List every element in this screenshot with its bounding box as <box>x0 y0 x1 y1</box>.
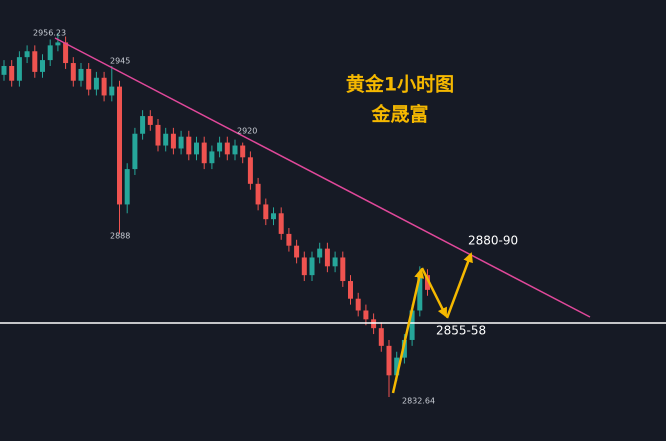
body <box>101 77 107 96</box>
body <box>425 275 430 290</box>
candles <box>1 32 430 397</box>
body <box>386 345 392 376</box>
body <box>394 357 400 376</box>
body <box>247 157 253 184</box>
body <box>47 45 53 61</box>
body <box>271 213 276 220</box>
price-label: 2832.64 <box>402 397 435 406</box>
body <box>32 51 38 72</box>
body <box>163 133 169 146</box>
body <box>140 116 146 134</box>
body <box>217 142 223 152</box>
body <box>324 248 330 267</box>
body <box>132 133 138 170</box>
body <box>278 213 284 234</box>
body <box>1 65 7 75</box>
body <box>170 133 176 149</box>
body <box>294 245 300 258</box>
body <box>117 86 122 205</box>
body <box>16 57 22 81</box>
arrow <box>420 267 448 318</box>
body <box>224 142 230 155</box>
body <box>78 68 84 81</box>
subtitle: 金晟富 <box>370 103 428 126</box>
body <box>194 142 199 155</box>
body <box>255 183 261 205</box>
body <box>9 65 15 81</box>
body <box>378 328 384 346</box>
arrows <box>391 252 473 394</box>
body <box>55 42 61 46</box>
price-label: 2956.23 <box>33 29 66 38</box>
body <box>70 63 76 81</box>
body <box>178 136 184 149</box>
body <box>201 142 207 164</box>
price-label: 2888 <box>110 232 130 241</box>
body <box>240 145 246 158</box>
body <box>340 257 346 282</box>
body <box>40 60 45 72</box>
body <box>147 116 153 125</box>
body <box>309 257 315 276</box>
body <box>409 310 415 340</box>
body <box>363 310 369 320</box>
arrow <box>445 252 473 319</box>
body <box>401 339 407 358</box>
price-label: 2920 <box>237 127 257 136</box>
body <box>24 51 30 58</box>
body <box>209 151 215 164</box>
body <box>317 248 323 258</box>
body <box>155 124 161 146</box>
body <box>371 319 377 329</box>
body <box>301 257 307 276</box>
level-label: 2855-58 <box>436 324 486 338</box>
body <box>86 68 92 90</box>
body <box>109 86 115 96</box>
body <box>332 257 338 267</box>
arrow <box>391 268 425 394</box>
body <box>286 233 292 246</box>
body <box>263 204 269 220</box>
title: 黄金1小时图 <box>346 73 454 96</box>
body <box>124 169 130 205</box>
body <box>417 275 423 311</box>
trend-line <box>54 37 591 318</box>
body <box>63 42 69 64</box>
body <box>232 145 238 155</box>
body <box>186 136 192 155</box>
level-label: 2880-90 <box>468 234 518 248</box>
body <box>355 298 361 311</box>
price-label: 2945 <box>110 57 130 66</box>
body <box>93 77 99 90</box>
body <box>348 281 353 299</box>
